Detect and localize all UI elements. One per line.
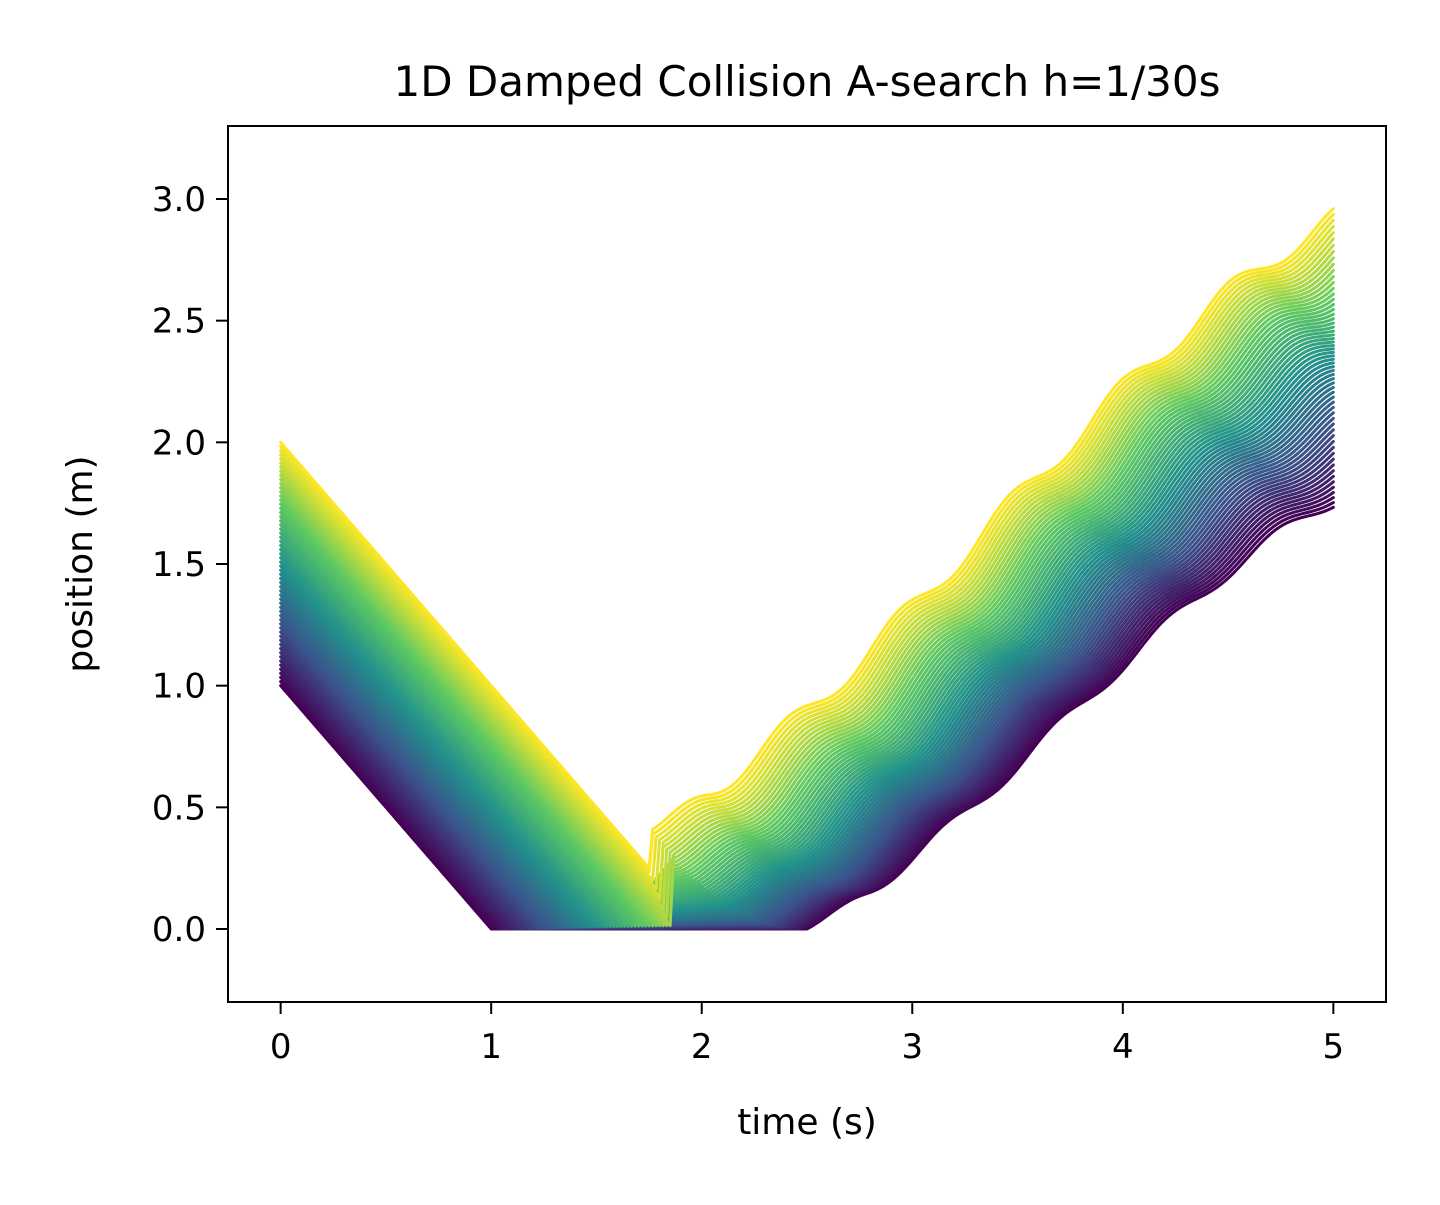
x-tick-label: 3: [901, 1027, 923, 1067]
series-line: [279, 390, 1335, 930]
series-line: [279, 357, 1335, 929]
x-tick-label: 0: [270, 1027, 292, 1067]
series-line: [279, 469, 1335, 931]
x-tick-label: 2: [691, 1027, 713, 1067]
series-line: [279, 343, 1335, 929]
series-line: [279, 336, 1335, 929]
x-tick-label: 1: [480, 1027, 502, 1067]
x-axis-label: time (s): [737, 1102, 877, 1143]
series-line: [279, 207, 1335, 870]
series-line: [279, 325, 1335, 928]
series-line: [279, 377, 1335, 929]
series-line: [279, 372, 1335, 929]
series-line: [279, 347, 1335, 929]
series-line: [279, 350, 1335, 929]
series-line: [279, 411, 1335, 930]
series-line: [279, 457, 1335, 931]
series-line: [279, 365, 1335, 929]
series-line: [279, 297, 1335, 928]
series-line: [279, 400, 1335, 930]
series-line: [279, 286, 1335, 928]
series-line: [279, 237, 1335, 903]
series-line: [279, 474, 1335, 931]
series-line: [279, 434, 1335, 930]
series-layer: [279, 207, 1335, 931]
y-tick-label: 1.0: [152, 667, 206, 707]
series-line: [279, 480, 1335, 931]
series-line: [279, 256, 1335, 927]
series-line: [279, 333, 1335, 929]
x-axis-ticks: 0 1 2 3 4 5: [270, 1002, 1344, 1067]
y-tick-label: 1.5: [152, 545, 206, 585]
series-line: [279, 250, 1335, 919]
series-line: [279, 340, 1335, 929]
series-line: [279, 307, 1335, 928]
x-tick-label: 5: [1323, 1027, 1345, 1067]
series-line: [279, 312, 1335, 928]
series-line: [279, 224, 1335, 891]
series-line: [279, 368, 1335, 929]
series-line: [279, 354, 1335, 929]
chart-title: 1D Damped Collision A-search h=1/30s: [394, 57, 1221, 106]
y-tick-label: 3.0: [152, 180, 206, 220]
series-line: [279, 416, 1335, 930]
series-line: [279, 275, 1335, 928]
y-tick-label: 0.5: [152, 788, 206, 828]
series-line: [279, 451, 1335, 931]
series-line: [279, 422, 1335, 930]
series-line: [279, 317, 1335, 928]
series-line: [279, 385, 1335, 929]
series-line: [279, 485, 1335, 931]
y-tick-label: 2.0: [152, 423, 206, 463]
series-line: [279, 490, 1335, 931]
y-tick-label: 0.0: [152, 910, 206, 950]
series-line: [279, 405, 1335, 930]
series-line: [279, 268, 1335, 928]
series-line: [279, 445, 1335, 930]
y-axis-label: position (m): [60, 455, 101, 672]
series-line: [279, 302, 1335, 928]
series-line: [279, 212, 1335, 874]
series-line: [279, 395, 1335, 930]
x-tick-label: 4: [1112, 1027, 1134, 1067]
series-line: [279, 463, 1335, 931]
series-line: [279, 496, 1335, 931]
series-line: [279, 243, 1335, 911]
y-axis-ticks: 0.0 0.5 1.0 1.5 2.0 2.5 3.0: [152, 180, 228, 950]
series-line: [279, 262, 1335, 928]
series-line: [279, 428, 1335, 930]
series-line: [279, 439, 1335, 930]
series-line: [279, 292, 1335, 928]
series-line: [279, 218, 1335, 882]
series-line: [279, 231, 1335, 899]
series-line: [279, 321, 1335, 928]
series-line: [279, 329, 1335, 928]
y-tick-label: 2.5: [152, 302, 206, 342]
series-line: [279, 361, 1335, 929]
series-line: [279, 281, 1335, 928]
series-line: [279, 381, 1335, 929]
